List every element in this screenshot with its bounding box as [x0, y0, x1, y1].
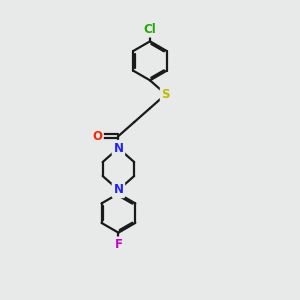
Text: Cl: Cl — [144, 23, 156, 36]
Text: O: O — [92, 130, 102, 142]
Text: S: S — [161, 88, 170, 101]
Text: F: F — [114, 238, 122, 251]
Text: N: N — [113, 183, 123, 196]
Text: N: N — [113, 142, 123, 154]
